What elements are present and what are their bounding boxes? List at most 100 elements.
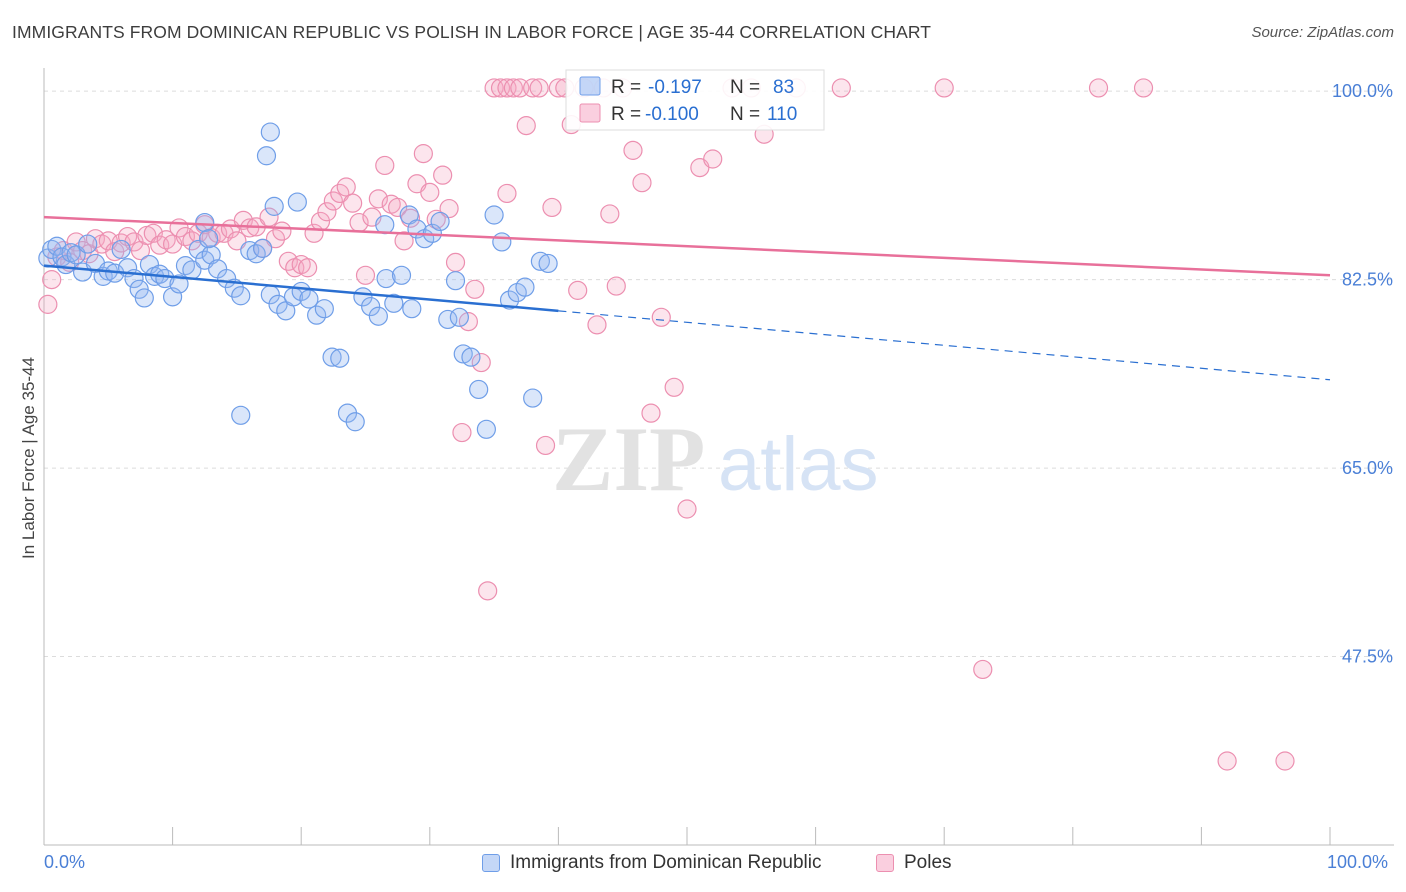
point-dominican: [368, 306, 388, 326]
point-dominican: [201, 245, 221, 265]
point-dominican: [299, 289, 319, 309]
point-dominican: [322, 347, 342, 367]
point-poles: [471, 352, 491, 373]
point-dominican: [42, 239, 62, 260]
legend-n-value-1: 83: [773, 77, 794, 98]
point-poles: [529, 78, 549, 98]
point-poles: [503, 78, 523, 98]
point-poles: [413, 144, 433, 164]
point-poles: [831, 78, 851, 98]
point-poles: [934, 78, 954, 98]
point-poles: [400, 208, 421, 228]
point-dominican: [402, 299, 422, 319]
point-poles: [703, 149, 723, 169]
y-axis-label: In Labor Force | Age 35-44: [19, 357, 38, 559]
point-dominican: [264, 196, 284, 216]
point-dominican: [199, 229, 219, 249]
point-dominican: [314, 299, 334, 319]
point-dominican: [484, 205, 504, 225]
legend-n-label-1: N =: [730, 77, 760, 98]
point-dominican: [287, 192, 307, 212]
point-dominican: [430, 211, 450, 232]
point-poles: [600, 204, 620, 224]
point-dominican: [499, 290, 520, 310]
point-dominican: [445, 271, 466, 291]
point-poles: [497, 183, 517, 204]
y-tick-label: 65.0%: [1342, 458, 1393, 478]
point-dominican: [438, 309, 458, 330]
legend-n-value-2: 110: [767, 104, 797, 125]
legend-swatch-pink: [579, 103, 601, 123]
axes: [43, 68, 1394, 846]
point-dominican: [256, 146, 277, 166]
point-dominican: [231, 405, 251, 425]
point-dominican: [134, 288, 154, 308]
point-poles: [542, 197, 562, 218]
point-poles: [323, 191, 343, 211]
trend-line-dominican-extension: [558, 310, 1331, 381]
point-poles: [42, 270, 62, 290]
point-poles: [664, 377, 684, 397]
point-dominican: [139, 254, 160, 275]
point-dominican: [307, 305, 327, 325]
point-poles: [445, 252, 466, 272]
point-poles: [651, 307, 671, 327]
legend-swatch-dominican: [482, 854, 500, 872]
point-dominican: [253, 238, 273, 258]
legend-r-label-1: R =: [611, 77, 641, 98]
point-poles: [535, 435, 556, 456]
legend-label-dominican: Immigrants from Dominican Republic: [510, 852, 822, 873]
stats-legend: R = -0.197 N = 83 R = -0.100 N = 110: [565, 69, 825, 131]
point-dominican: [469, 379, 489, 400]
legend-item-dominican: Immigrants from Dominican Republic: [482, 852, 822, 874]
watermark-atlas: atlas: [718, 422, 879, 507]
point-dominican: [384, 293, 404, 313]
legend-item-poles: Poles: [876, 852, 952, 874]
point-poles: [516, 116, 536, 136]
point-poles: [1133, 78, 1154, 98]
point-dominican: [268, 294, 288, 314]
point-poles: [606, 276, 626, 296]
legend-r-label-2: R =: [611, 104, 641, 125]
point-dominican: [246, 244, 266, 264]
point-poles: [677, 499, 697, 519]
point-poles: [298, 258, 318, 278]
point-poles: [632, 173, 652, 193]
chart-title: IMMIGRANTS FROM DOMINICAN REPUBLIC VS PO…: [12, 22, 932, 42]
point-poles: [523, 78, 543, 98]
x-tick-label-min: 0.0%: [44, 852, 86, 872]
point-poles: [272, 221, 292, 241]
point-dominican: [78, 234, 98, 254]
point-poles: [587, 315, 607, 335]
point-dominican: [476, 419, 496, 439]
point-poles: [355, 265, 376, 285]
point-dominican: [449, 307, 469, 327]
point-poles: [433, 165, 453, 185]
x-tick-label-max: 100.0%: [1327, 852, 1389, 872]
point-dominican: [345, 412, 365, 432]
trend-lines: [43, 215, 1331, 381]
point-dominican: [523, 388, 543, 408]
point-poles: [343, 193, 363, 213]
point-dominican: [169, 274, 189, 294]
point-poles: [336, 177, 356, 197]
point-poles: [375, 155, 395, 176]
point-poles: [973, 659, 993, 680]
point-poles: [1088, 78, 1109, 98]
watermark-zip: ZIP: [552, 408, 705, 510]
point-poles: [388, 197, 408, 218]
legend-r-value-1: -0.197: [648, 77, 702, 98]
point-poles: [452, 422, 472, 443]
point-poles: [1217, 751, 1237, 771]
point-poles: [227, 231, 247, 251]
point-dominican: [530, 251, 550, 271]
trend-line-poles: [43, 215, 1331, 277]
point-dominican: [391, 265, 412, 285]
point-dominican: [453, 344, 473, 364]
point-poles: [394, 231, 414, 251]
grid-lines: [44, 90, 1394, 658]
point-dominican: [111, 239, 131, 260]
point-poles: [265, 229, 286, 249]
point-poles: [1275, 751, 1295, 771]
